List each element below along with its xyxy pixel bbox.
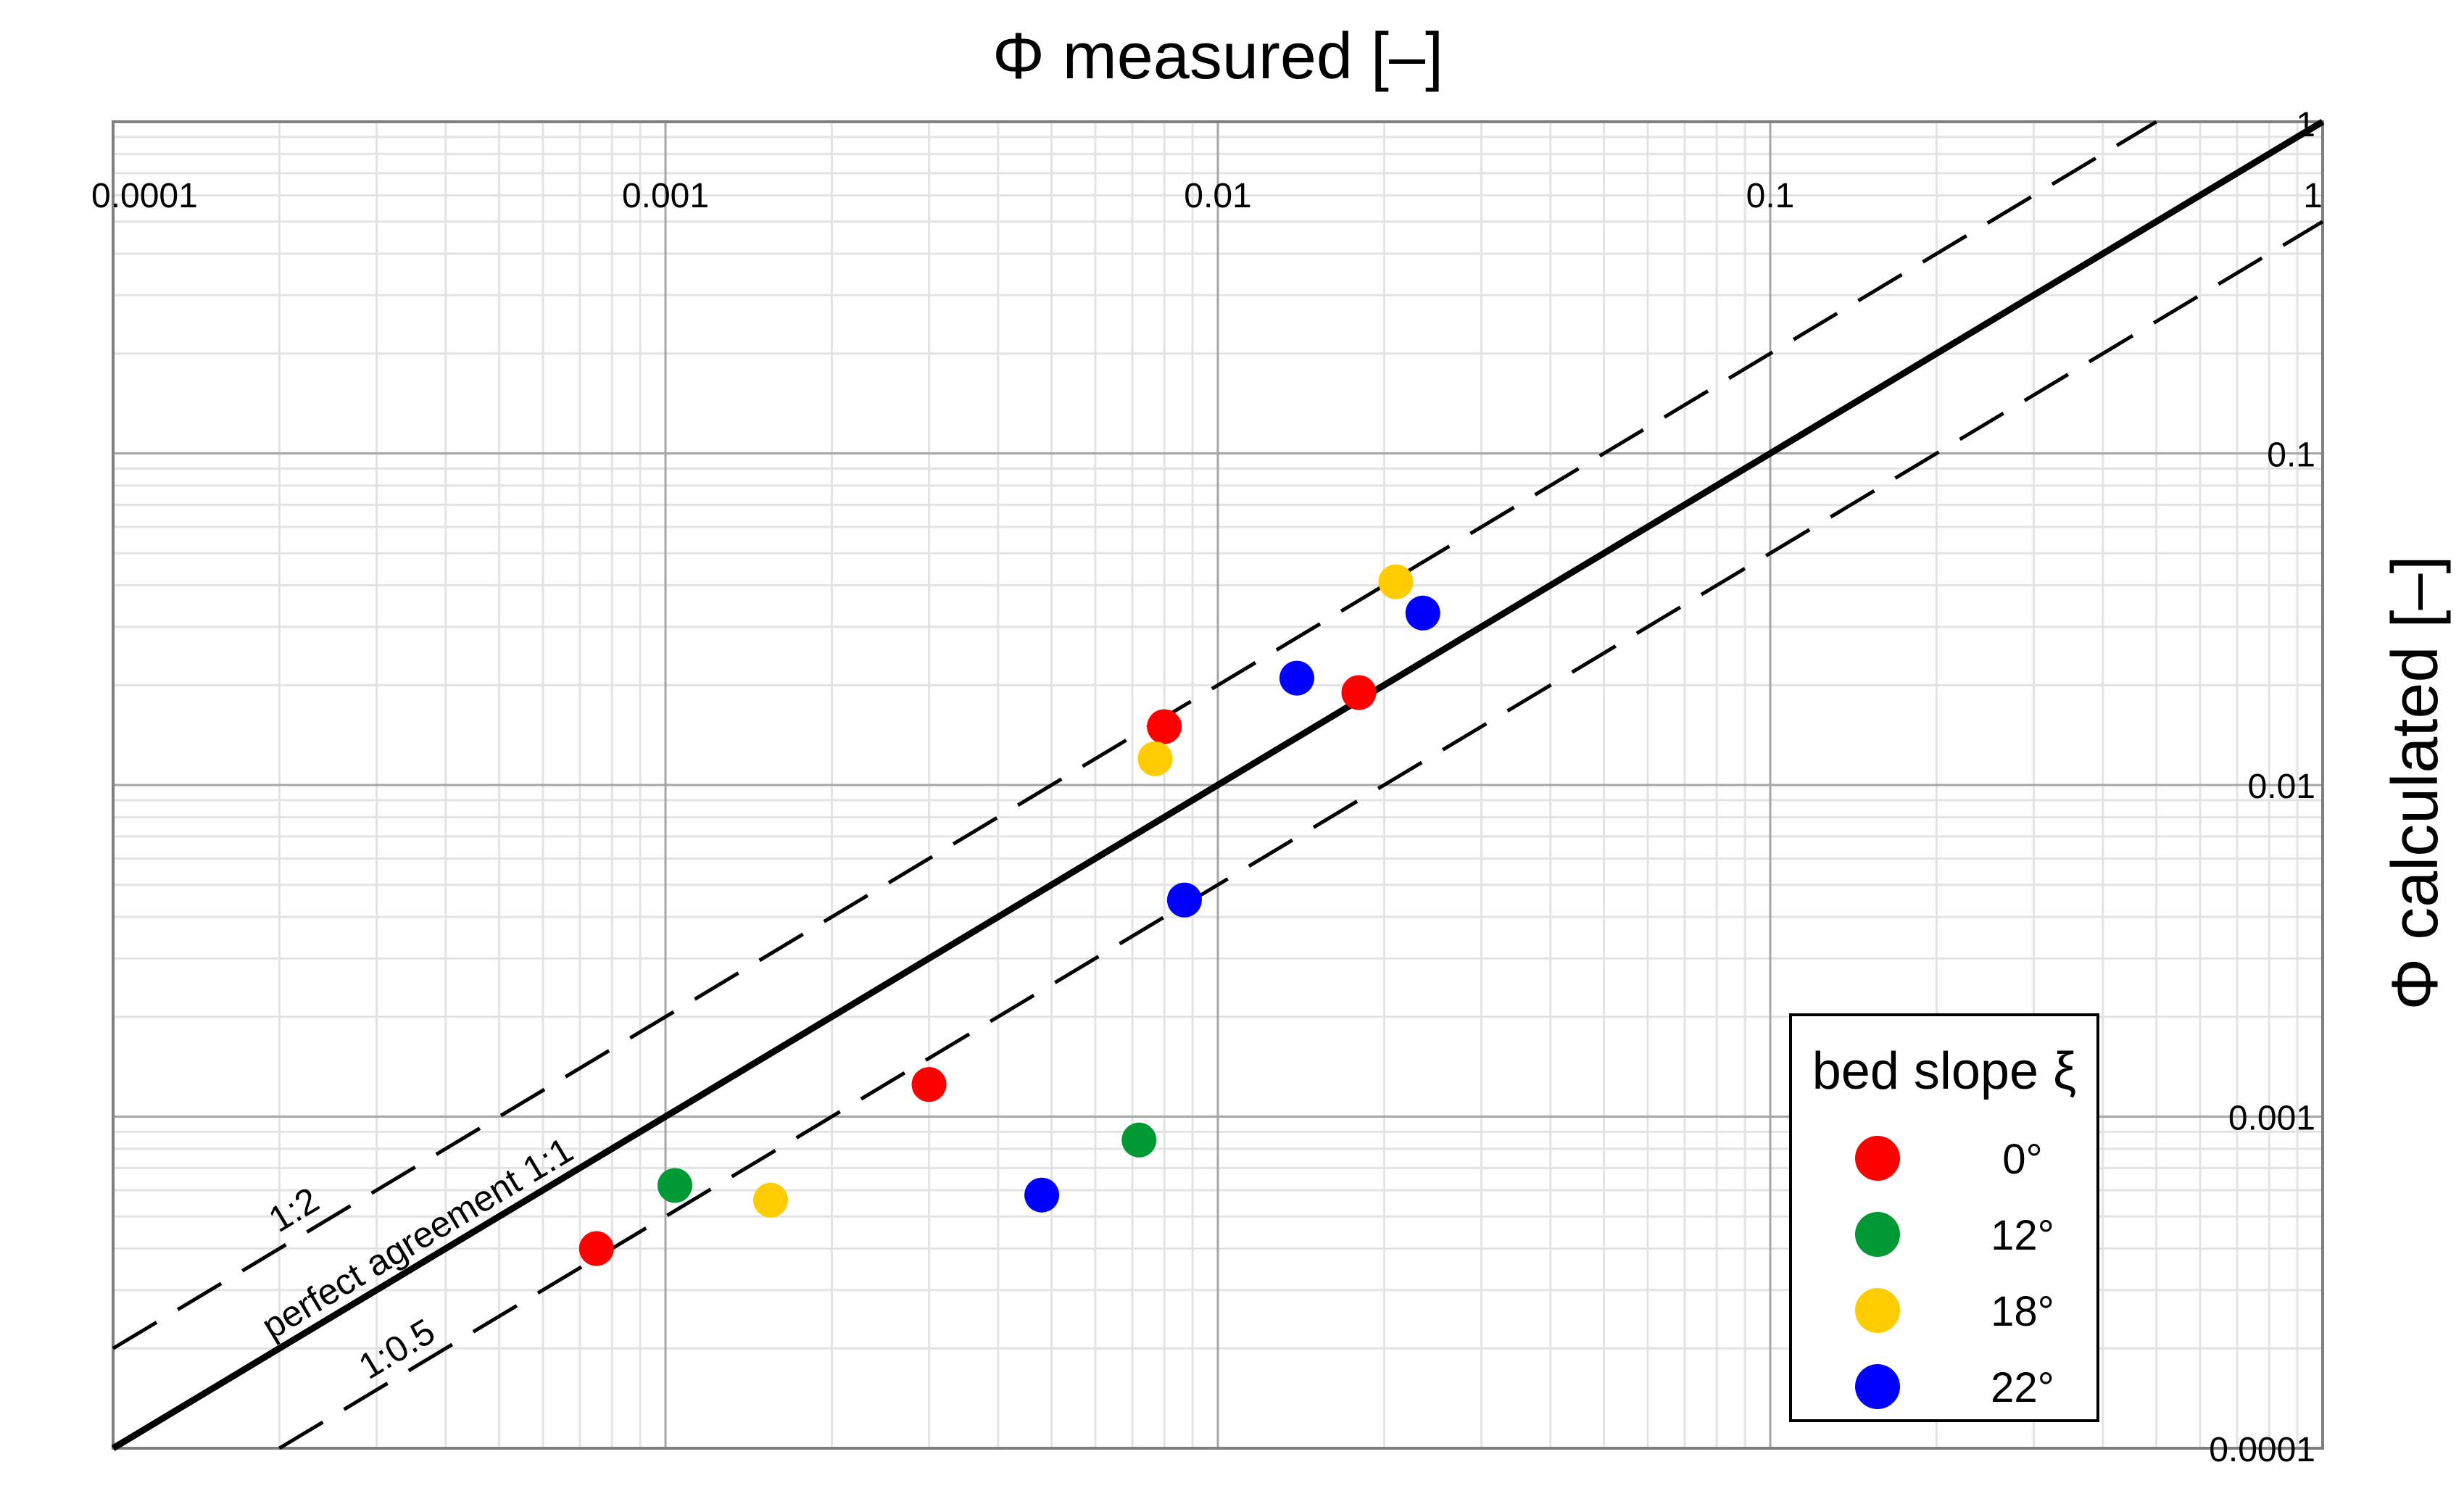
data-point-18deg	[1137, 741, 1173, 776]
data-point-12deg	[1121, 1122, 1157, 1158]
legend-marker	[1855, 1136, 1900, 1181]
reference-line-0	[111, 119, 2325, 1451]
data-point-0deg	[1341, 675, 1377, 710]
data-point-12deg	[657, 1168, 692, 1203]
data-point-0deg	[578, 1231, 614, 1266]
reference-line-2	[278, 220, 2324, 1450]
legend-title: bed slope ξ	[1812, 1042, 2077, 1100]
data-point-22deg	[1279, 660, 1314, 696]
plot-frame	[112, 120, 2324, 1450]
x-tick-label: 0.1	[1746, 177, 1795, 215]
data-point-18deg	[1378, 564, 1414, 599]
data-points	[578, 564, 1440, 1266]
data-point-22deg	[1024, 1177, 1060, 1213]
reference-line-1	[112, 120, 2157, 1350]
legend-label: 12°	[1991, 1212, 2054, 1259]
legend-marker	[1855, 1212, 1900, 1257]
y-tick-label: 0.01	[2248, 768, 2315, 806]
line-label-1-0.5: 1:0.5	[352, 1311, 441, 1387]
x-tick-label: 0.0001	[91, 177, 198, 215]
line-label-1-2: 1:2	[262, 1179, 325, 1240]
legend-label: 18°	[1991, 1288, 2054, 1335]
y-tick-label: 1	[2296, 106, 2315, 144]
legend-label: 22°	[1991, 1364, 2054, 1411]
data-point-0deg	[911, 1067, 947, 1102]
data-point-18deg	[753, 1182, 789, 1218]
legend-items: 0° 12° 18° 22°	[1855, 1136, 2054, 1411]
y-tick-label: 0.1	[2267, 436, 2315, 475]
x-tick-labels: 0.0001 0.001 0.01 0.1 1	[91, 177, 2323, 215]
legend: bed slope ξ 0° 12° 18° 22°	[1789, 1013, 2099, 1422]
y-tick-label: 0.001	[2228, 1100, 2315, 1138]
x-tick-label: 1	[2303, 177, 2323, 215]
y-tick-label: 0.0001	[2209, 1431, 2315, 1469]
legend-marker	[1855, 1364, 1900, 1409]
legend-box	[1789, 1013, 2099, 1422]
x-tick-label: 0.001	[622, 177, 709, 215]
x-tick-label: 0.01	[1184, 177, 1251, 215]
data-point-0deg	[1147, 709, 1182, 744]
reference-lines	[111, 119, 2325, 1451]
legend-marker	[1855, 1288, 1900, 1333]
x-axis-title: Φ measured [–]	[992, 20, 1443, 93]
data-point-22deg	[1405, 595, 1440, 631]
legend-label: 0°	[2002, 1136, 2042, 1183]
data-point-22deg	[1166, 882, 1202, 918]
y-tick-labels: 0.0001 0.001 0.01 0.1 1	[2209, 106, 2315, 1469]
y-axis-title: Φ calculated [–]	[2379, 555, 2452, 1010]
